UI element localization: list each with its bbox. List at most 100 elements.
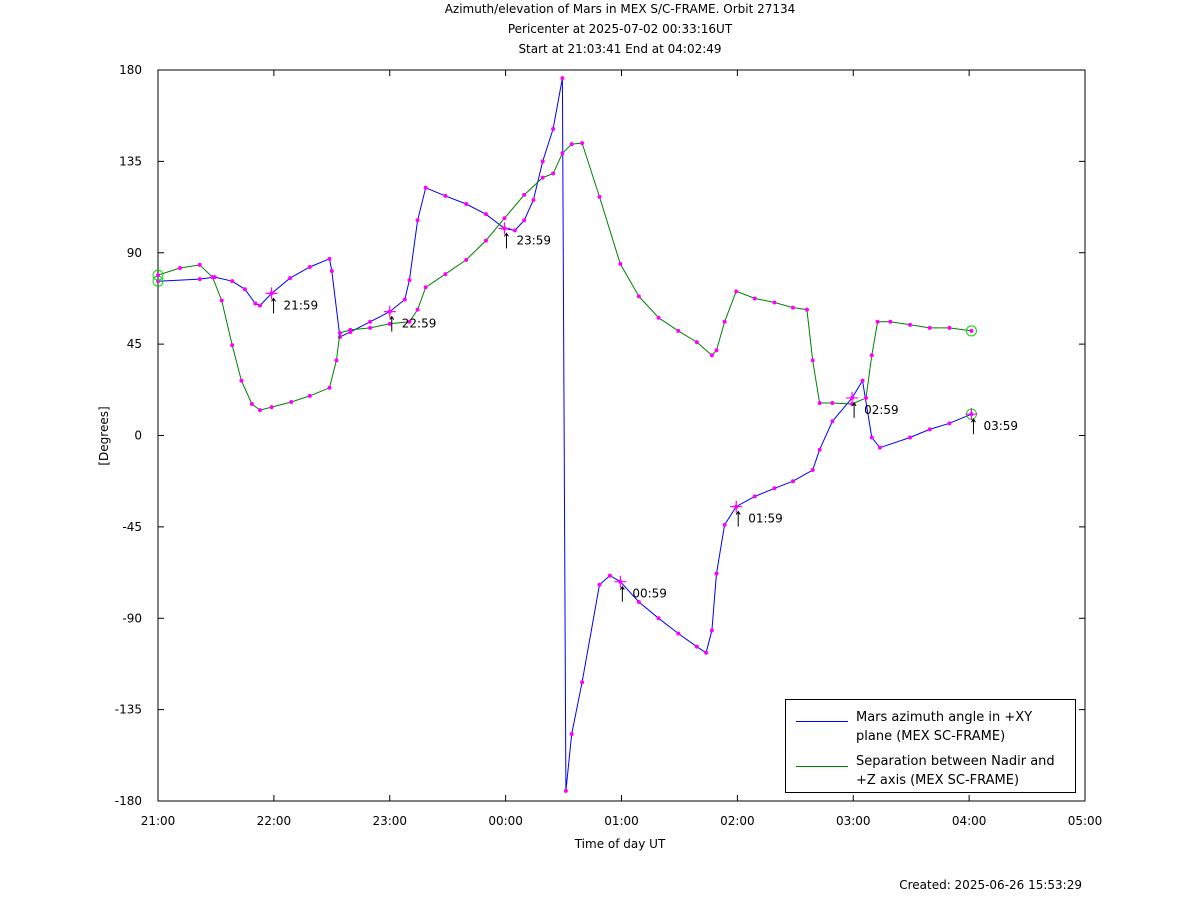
- annotation-pointer: [971, 418, 976, 435]
- annotation-marker: [614, 575, 627, 588]
- data-point: [522, 192, 527, 197]
- data-point: [407, 319, 412, 324]
- data-point: [969, 328, 974, 333]
- y-tick-label: 90: [127, 246, 142, 260]
- data-point: [329, 269, 334, 274]
- annotation-pointer: [271, 297, 276, 314]
- data-point: [560, 151, 565, 156]
- x-axis-label: Time of day UT: [574, 837, 666, 851]
- data-point: [522, 218, 527, 223]
- data-point: [830, 401, 835, 406]
- data-point: [580, 141, 585, 146]
- data-point: [230, 343, 235, 348]
- y-tick-label: 0: [134, 429, 142, 443]
- data-point: [772, 486, 777, 491]
- data-point: [734, 289, 739, 294]
- x-tick-label: 03:00: [836, 814, 871, 828]
- annotation-marker: [730, 500, 743, 513]
- data-point: [694, 340, 699, 345]
- data-point: [714, 348, 719, 353]
- data-point: [817, 447, 822, 452]
- data-point: [618, 261, 623, 266]
- data-point: [257, 408, 262, 413]
- data-point: [817, 401, 822, 406]
- x-tick-label: 23:00: [372, 814, 407, 828]
- data-point: [402, 297, 407, 302]
- data-point: [927, 427, 932, 432]
- data-point: [464, 257, 469, 262]
- legend-swatch: [796, 766, 848, 767]
- data-point: [860, 378, 865, 383]
- annotation-label: 00:59: [632, 587, 667, 601]
- data-point: [502, 216, 507, 221]
- data-point: [656, 315, 661, 320]
- y-tick-label: -45: [122, 520, 142, 534]
- data-point: [242, 287, 247, 292]
- y-axis-label: [Degrees]: [97, 406, 111, 465]
- data-point: [540, 159, 545, 164]
- data-point: [197, 277, 202, 282]
- annotation-marker: [965, 408, 978, 421]
- chart-subtitle: Pericenter at 2025-07-02 00:33:16UT: [508, 22, 733, 36]
- data-point: [597, 582, 602, 587]
- x-tick-label: 22:00: [257, 814, 292, 828]
- x-tick-label: 05:00: [1068, 814, 1103, 828]
- data-point: [709, 628, 714, 633]
- data-point: [512, 228, 517, 233]
- data-point: [551, 126, 556, 131]
- data-point: [947, 421, 952, 426]
- annotation-label: 03:59: [983, 419, 1018, 433]
- x-tick-label: 00:00: [488, 814, 523, 828]
- annotation-pointer: [389, 315, 395, 332]
- data-point: [722, 319, 727, 324]
- y-tick-label: 135: [119, 154, 142, 168]
- data-point: [257, 303, 262, 308]
- data-point: [230, 279, 235, 284]
- data-point: [551, 171, 556, 176]
- data-point: [239, 378, 244, 383]
- data-point: [752, 494, 757, 499]
- y-tick-label: 45: [127, 337, 142, 351]
- annotation-label: 21:59: [284, 298, 319, 312]
- data-point: [636, 600, 641, 605]
- data-point: [327, 385, 332, 390]
- annotation-label: 23:59: [516, 233, 551, 247]
- data-point: [407, 278, 412, 283]
- data-point: [947, 325, 952, 330]
- plot-frame: [157, 69, 1086, 802]
- data-point: [307, 264, 312, 269]
- data-point: [927, 325, 932, 330]
- data-point: [597, 194, 602, 199]
- data-point: [676, 328, 681, 333]
- annotation-pointer: [851, 402, 857, 418]
- data-point: [289, 399, 294, 404]
- series-line: [157, 142, 972, 411]
- data-point: [877, 445, 882, 450]
- data-point: [415, 307, 420, 312]
- annotation-marker: [383, 305, 396, 318]
- data-point: [540, 175, 545, 180]
- data-point: [415, 218, 420, 223]
- data-point: [709, 353, 714, 358]
- data-point: [560, 76, 565, 81]
- annotation-pointer: [504, 232, 509, 249]
- data-point: [423, 185, 428, 190]
- y-tick-label: -90: [122, 611, 142, 625]
- chart-subtitle: Start at 21:03:41 End at 04:02:49: [518, 42, 721, 56]
- data-point: [656, 616, 661, 621]
- annotation-pointer: [735, 510, 741, 527]
- data-point: [752, 296, 757, 301]
- data-point: [714, 571, 719, 576]
- annotation-pointer: [619, 585, 625, 602]
- footer: Created: 2025-06-26 15:53:29: [899, 878, 1082, 892]
- data-point: [908, 435, 913, 440]
- endpoint-marker: [152, 269, 164, 281]
- data-point: [810, 358, 815, 363]
- data-point: [563, 788, 568, 793]
- data-point: [368, 325, 373, 330]
- data-point: [810, 468, 815, 473]
- data-point: [443, 272, 448, 277]
- data-point: [483, 238, 488, 243]
- y-tick-label: 180: [119, 63, 142, 77]
- data-point: [334, 358, 339, 363]
